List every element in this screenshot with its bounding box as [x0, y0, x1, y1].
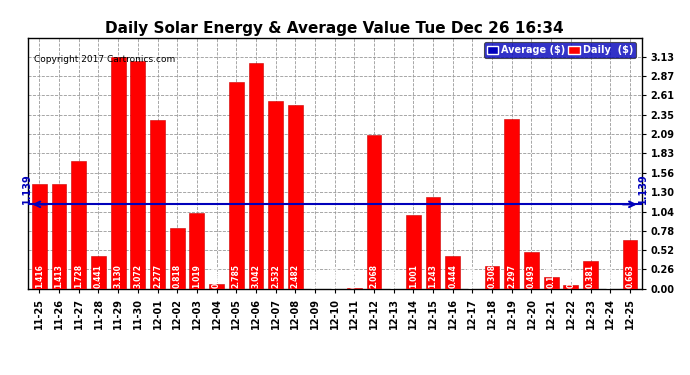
Text: 0.160: 0.160 [546, 264, 555, 288]
Text: 2.068: 2.068 [370, 264, 379, 288]
Text: 2.532: 2.532 [271, 264, 280, 288]
Text: 0.000: 0.000 [468, 264, 477, 288]
Text: 0.000: 0.000 [606, 264, 615, 288]
Text: 0.000: 0.000 [389, 264, 398, 288]
Text: 0.381: 0.381 [586, 264, 595, 288]
Bar [426, 196, 440, 289]
Text: 1.139: 1.139 [21, 174, 32, 204]
Text: 0.047: 0.047 [566, 264, 575, 288]
Text: 0.818: 0.818 [172, 264, 181, 288]
Text: 0.000: 0.000 [330, 264, 339, 288]
Bar [347, 288, 362, 289]
Bar [504, 118, 519, 289]
Bar [366, 135, 382, 289]
Bar [229, 82, 244, 289]
Text: 0.663: 0.663 [625, 264, 634, 288]
Bar [91, 256, 106, 289]
Text: 1.001: 1.001 [409, 264, 418, 288]
Bar [32, 184, 47, 289]
Text: 0.070: 0.070 [212, 264, 221, 288]
Text: 3.130: 3.130 [114, 264, 123, 288]
Text: 0.444: 0.444 [448, 264, 457, 288]
Bar [564, 285, 578, 289]
Bar [52, 184, 66, 289]
Bar [406, 214, 421, 289]
Bar [209, 284, 224, 289]
Bar [190, 213, 204, 289]
Text: 0.441: 0.441 [94, 264, 103, 288]
Legend: Average ($), Daily  ($): Average ($), Daily ($) [484, 42, 636, 58]
Bar [170, 228, 184, 289]
Bar [111, 57, 126, 289]
Text: 2.277: 2.277 [153, 264, 162, 288]
Bar [583, 261, 598, 289]
Text: 2.482: 2.482 [290, 264, 299, 288]
Text: 0.493: 0.493 [527, 264, 536, 288]
Bar [544, 277, 558, 289]
Text: 1.243: 1.243 [428, 264, 437, 288]
Text: 3.072: 3.072 [133, 264, 142, 288]
Text: Copyright 2017 Cartronics.com: Copyright 2017 Cartronics.com [34, 55, 175, 64]
Text: 1.139: 1.139 [638, 174, 648, 204]
Title: Daily Solar Energy & Average Value Tue Dec 26 16:34: Daily Solar Energy & Average Value Tue D… [106, 21, 564, 36]
Bar [71, 160, 86, 289]
Bar [622, 240, 638, 289]
Bar [248, 63, 264, 289]
Text: 1.413: 1.413 [55, 264, 63, 288]
Bar [524, 252, 539, 289]
Bar [268, 101, 283, 289]
Text: 0.001: 0.001 [310, 264, 319, 288]
Text: 2.785: 2.785 [232, 264, 241, 288]
Text: 1.416: 1.416 [35, 264, 44, 288]
Text: 3.042: 3.042 [251, 264, 260, 288]
Text: 1.728: 1.728 [75, 264, 83, 288]
Bar [150, 120, 165, 289]
Text: 0.308: 0.308 [488, 264, 497, 288]
Text: 0.014: 0.014 [350, 264, 359, 288]
Bar [485, 266, 500, 289]
Bar [130, 61, 145, 289]
Text: 1.019: 1.019 [193, 264, 201, 288]
Bar [445, 256, 460, 289]
Bar [288, 105, 303, 289]
Text: 2.297: 2.297 [507, 264, 516, 288]
